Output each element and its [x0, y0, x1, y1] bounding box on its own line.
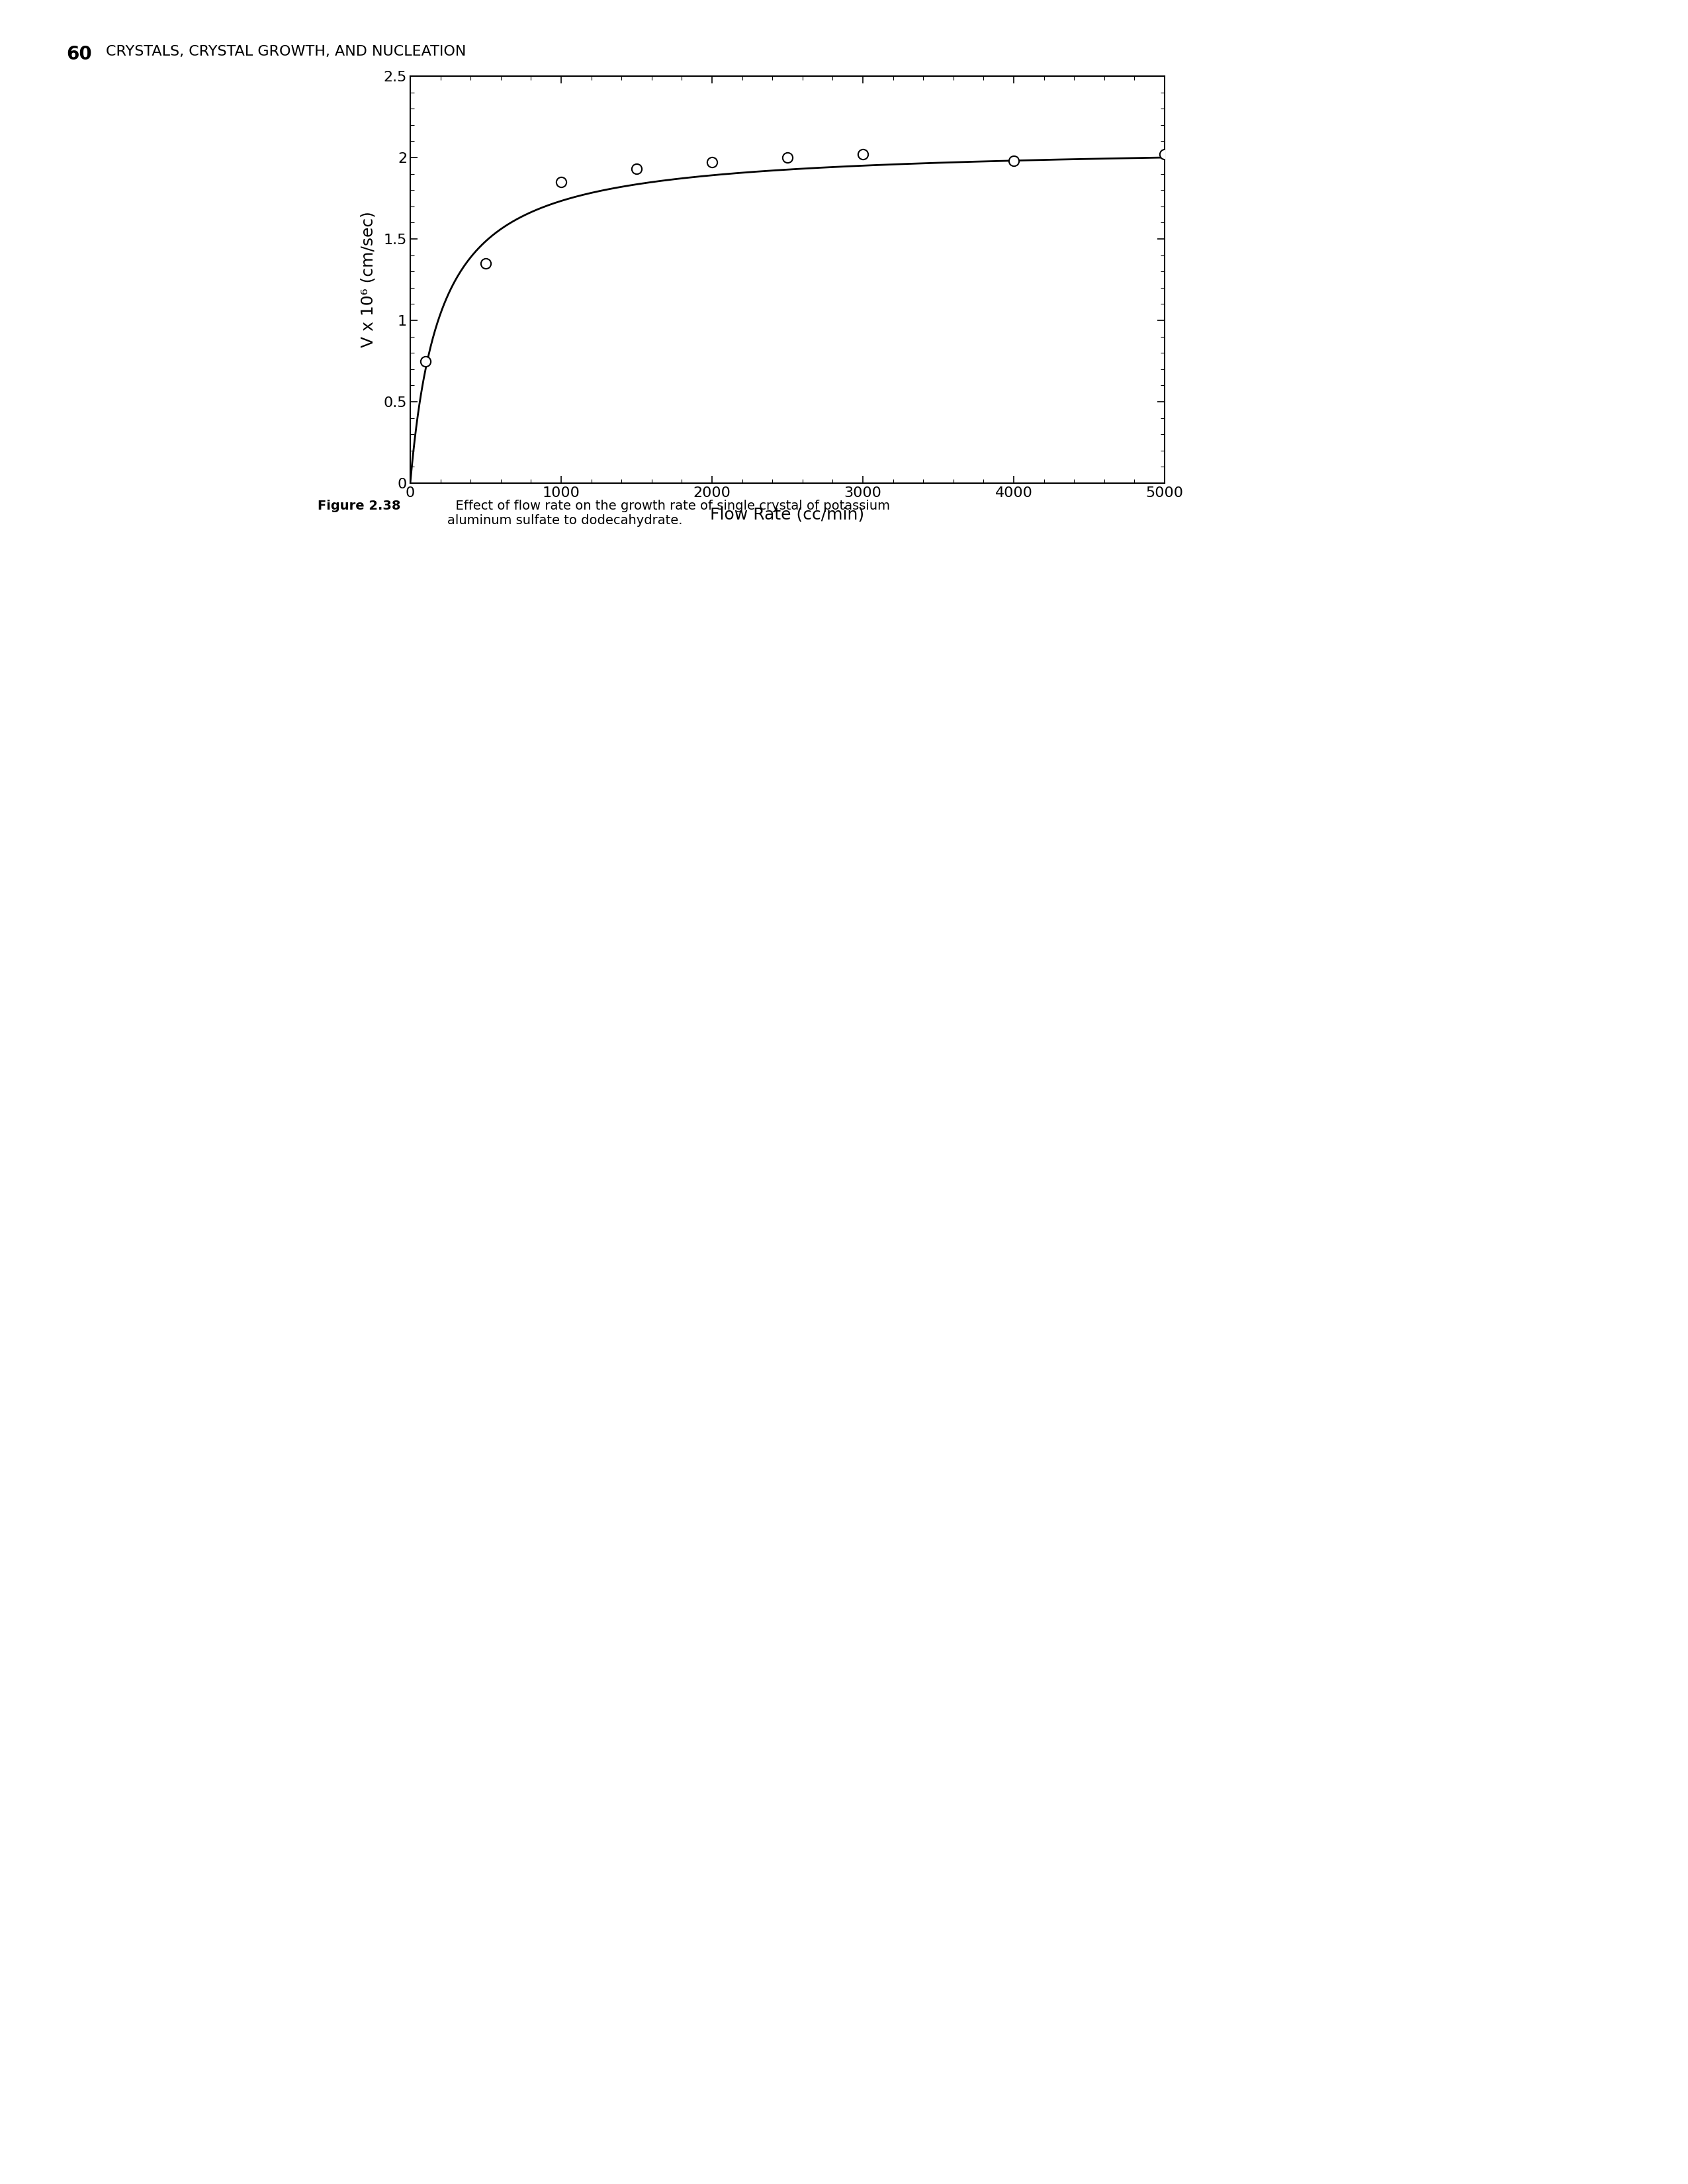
- Text: Figure 2.38: Figure 2.38: [317, 500, 400, 513]
- Y-axis label: V x 10⁶ (cm/sec): V x 10⁶ (cm/sec): [360, 212, 376, 347]
- Text: 60: 60: [66, 46, 91, 63]
- X-axis label: Flow Rate (cc/min): Flow Rate (cc/min): [711, 507, 864, 522]
- Text: Effect of flow rate on the growth rate of single crystal of potassium
aluminum s: Effect of flow rate on the growth rate o…: [447, 500, 890, 526]
- Text: CRYSTALS, CRYSTAL GROWTH, AND NUCLEATION: CRYSTALS, CRYSTAL GROWTH, AND NUCLEATION: [106, 46, 466, 59]
